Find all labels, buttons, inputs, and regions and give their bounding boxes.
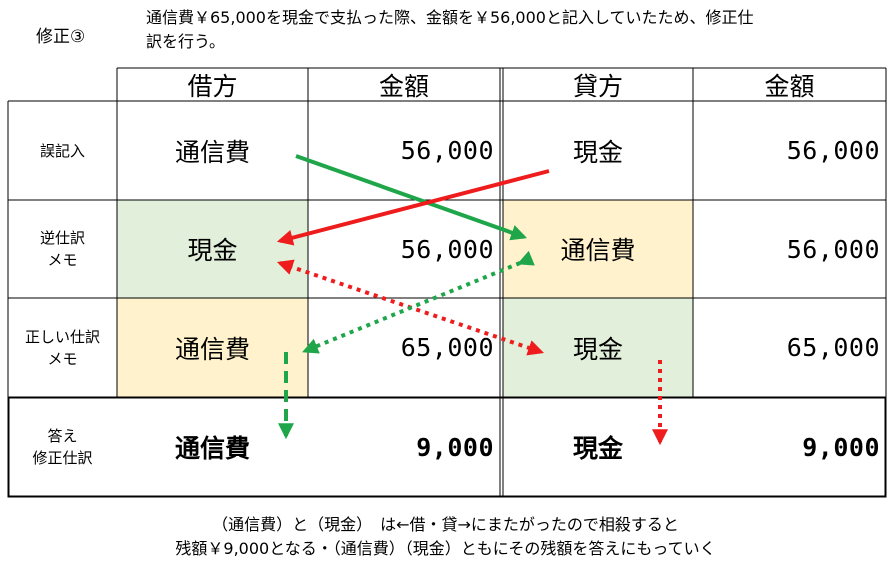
description-line-1: 通信費￥65,000を現金で支払った際、金額を￥56,000と記入していたため、… [146,8,754,27]
problem-description: 通信費￥65,000を現金で支払った際、金額を￥56,000と記入していたため、… [146,6,886,54]
footer-note-line-2: 残額￥9,000となる・（通信費）（現金）ともにその残額を答えにもっていく [175,539,716,558]
row3-label-line2: メモ [47,349,78,368]
row2-credit-amount: 56,000 [786,234,880,264]
row1-debit: 通信費 [174,137,250,167]
row4-label-line2: 修正仕訳 [32,449,93,467]
row1-debit-amount: 56,000 [400,136,494,165]
row4-credit-amount: 9,000 [802,432,880,462]
arrow-green-dotted [302,250,535,354]
description-line-2: 訳を行う。 [146,32,226,51]
row3-credit-amount: 65,000 [786,333,880,362]
problem-label: 修正③ [36,27,86,47]
row4-credit: 現金 [572,434,623,463]
row3-debit: 通信費 [174,334,250,364]
row-label-correct: 正しい仕訳 メモ [8,298,117,397]
header-debit-amount: 金額 [378,71,429,101]
fill-reverse-debit [117,200,308,298]
row2-credit: 通信費 [560,236,636,265]
fill-correct-debit [117,298,308,397]
row-label-error: 誤記入 [39,141,85,160]
row3-label-line1: 正しい仕訳 [24,327,100,346]
row4-debit-amount: 9,000 [416,432,494,462]
row1-credit-amount: 56,000 [786,136,880,165]
row2-label-line1: 逆仕訳 [39,229,85,247]
header-credit: 貸方 [572,71,623,101]
footer-note-line-1: （通信費）と（現金） は←借・貸→にまたがったので相殺すると [212,515,679,534]
row4-debit: 通信費 [174,434,250,463]
row1-credit: 現金 [572,137,623,167]
row-label-reverse: 逆仕訳 メモ [8,200,117,298]
row3-credit: 現金 [572,334,623,364]
row2-label-line2: メモ [47,251,78,269]
header-debit: 借方 [187,71,238,101]
arrow-red-solid [276,169,550,246]
row-label-answer: 答え 修正仕訳 [8,397,117,497]
row4-label-line1: 答え [47,427,78,445]
row2-debit: 現金 [187,236,238,265]
header-credit-amount: 金額 [764,71,815,101]
arrow-green-solid [295,154,528,241]
